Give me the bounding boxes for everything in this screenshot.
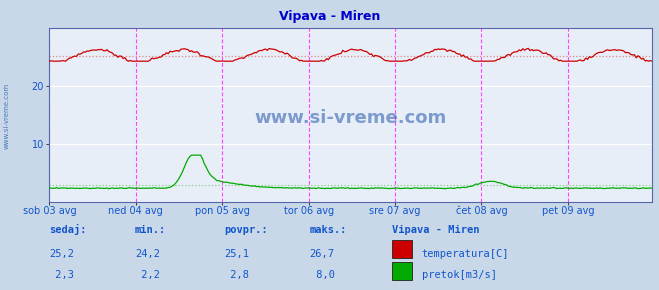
Text: Vipava - Miren: Vipava - Miren — [279, 10, 380, 23]
Text: Vipava - Miren: Vipava - Miren — [392, 225, 480, 235]
Text: 26,7: 26,7 — [310, 249, 335, 259]
Text: 24,2: 24,2 — [135, 249, 160, 259]
Text: www.si-vreme.com: www.si-vreme.com — [3, 83, 10, 149]
Text: pretok[m3/s]: pretok[m3/s] — [422, 270, 497, 280]
Text: temperatura[C]: temperatura[C] — [422, 249, 509, 259]
Text: min.:: min.: — [135, 225, 166, 235]
Text: povpr.:: povpr.: — [224, 225, 268, 235]
Text: 25,2: 25,2 — [49, 249, 74, 259]
Text: www.si-vreme.com: www.si-vreme.com — [255, 109, 447, 127]
Text: 2,8: 2,8 — [224, 270, 249, 280]
Text: 2,2: 2,2 — [135, 270, 160, 280]
Text: 2,3: 2,3 — [49, 270, 74, 280]
Text: sedaj:: sedaj: — [49, 224, 87, 235]
Text: 25,1: 25,1 — [224, 249, 249, 259]
Text: maks.:: maks.: — [310, 225, 347, 235]
Text: 8,0: 8,0 — [310, 270, 335, 280]
